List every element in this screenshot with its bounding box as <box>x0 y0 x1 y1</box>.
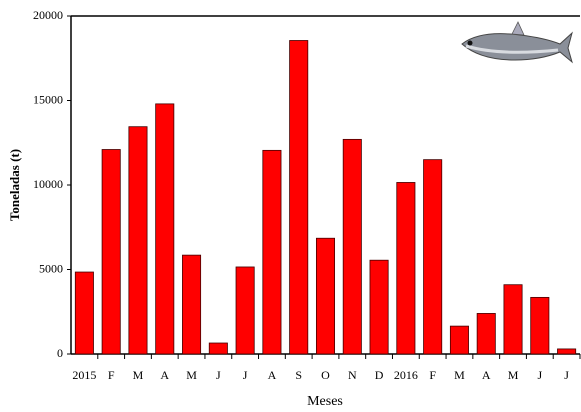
y-tick-label: 20000 <box>33 8 63 22</box>
x-tick-label: D <box>375 368 384 382</box>
x-tick-label: J <box>564 368 569 382</box>
bar <box>101 149 121 355</box>
x-tick-label: A <box>160 368 169 382</box>
x-tick-label: 2016 <box>394 368 418 382</box>
bar <box>208 342 228 355</box>
x-tick-label: M <box>133 368 144 382</box>
bar <box>74 271 94 355</box>
x-tick-label: O <box>321 368 330 382</box>
bar <box>423 159 443 355</box>
y-tick-label: 10000 <box>33 177 63 191</box>
x-tick-label: J <box>216 368 221 382</box>
bar <box>155 103 175 355</box>
x-tick-label: M <box>454 368 465 382</box>
bar <box>396 182 416 355</box>
fish-picture <box>461 21 573 64</box>
bar <box>315 237 336 355</box>
x-tick-label: F <box>108 368 115 382</box>
x-tick-label: M <box>186 368 197 382</box>
x-tick-label: J <box>243 368 248 382</box>
y-axis-label: Toneladas (t) <box>7 149 22 221</box>
x-axis-label: Meses <box>307 394 343 409</box>
bar <box>128 126 148 355</box>
x-tick-label: M <box>508 368 519 382</box>
y-tick-label: 15000 <box>33 92 63 106</box>
bar <box>289 40 309 355</box>
x-tick-label: S <box>295 368 302 382</box>
x-tick-label: 2015 <box>72 368 96 382</box>
x-tick-label: A <box>268 368 277 382</box>
bar <box>342 138 362 355</box>
bar <box>449 325 469 355</box>
x-tick-label: J <box>537 368 542 382</box>
bar <box>235 266 255 355</box>
x-tick-label: F <box>429 368 436 382</box>
x-tick-label: N <box>348 368 357 382</box>
bar <box>182 254 202 355</box>
bar <box>530 296 550 355</box>
bar <box>476 313 496 355</box>
bar <box>369 259 389 355</box>
bar <box>503 284 523 355</box>
bar <box>557 348 577 355</box>
y-tick-label: 0 <box>57 346 63 360</box>
bar <box>262 149 282 355</box>
x-tick-label: A <box>482 368 491 382</box>
y-tick-label: 5000 <box>39 261 63 275</box>
